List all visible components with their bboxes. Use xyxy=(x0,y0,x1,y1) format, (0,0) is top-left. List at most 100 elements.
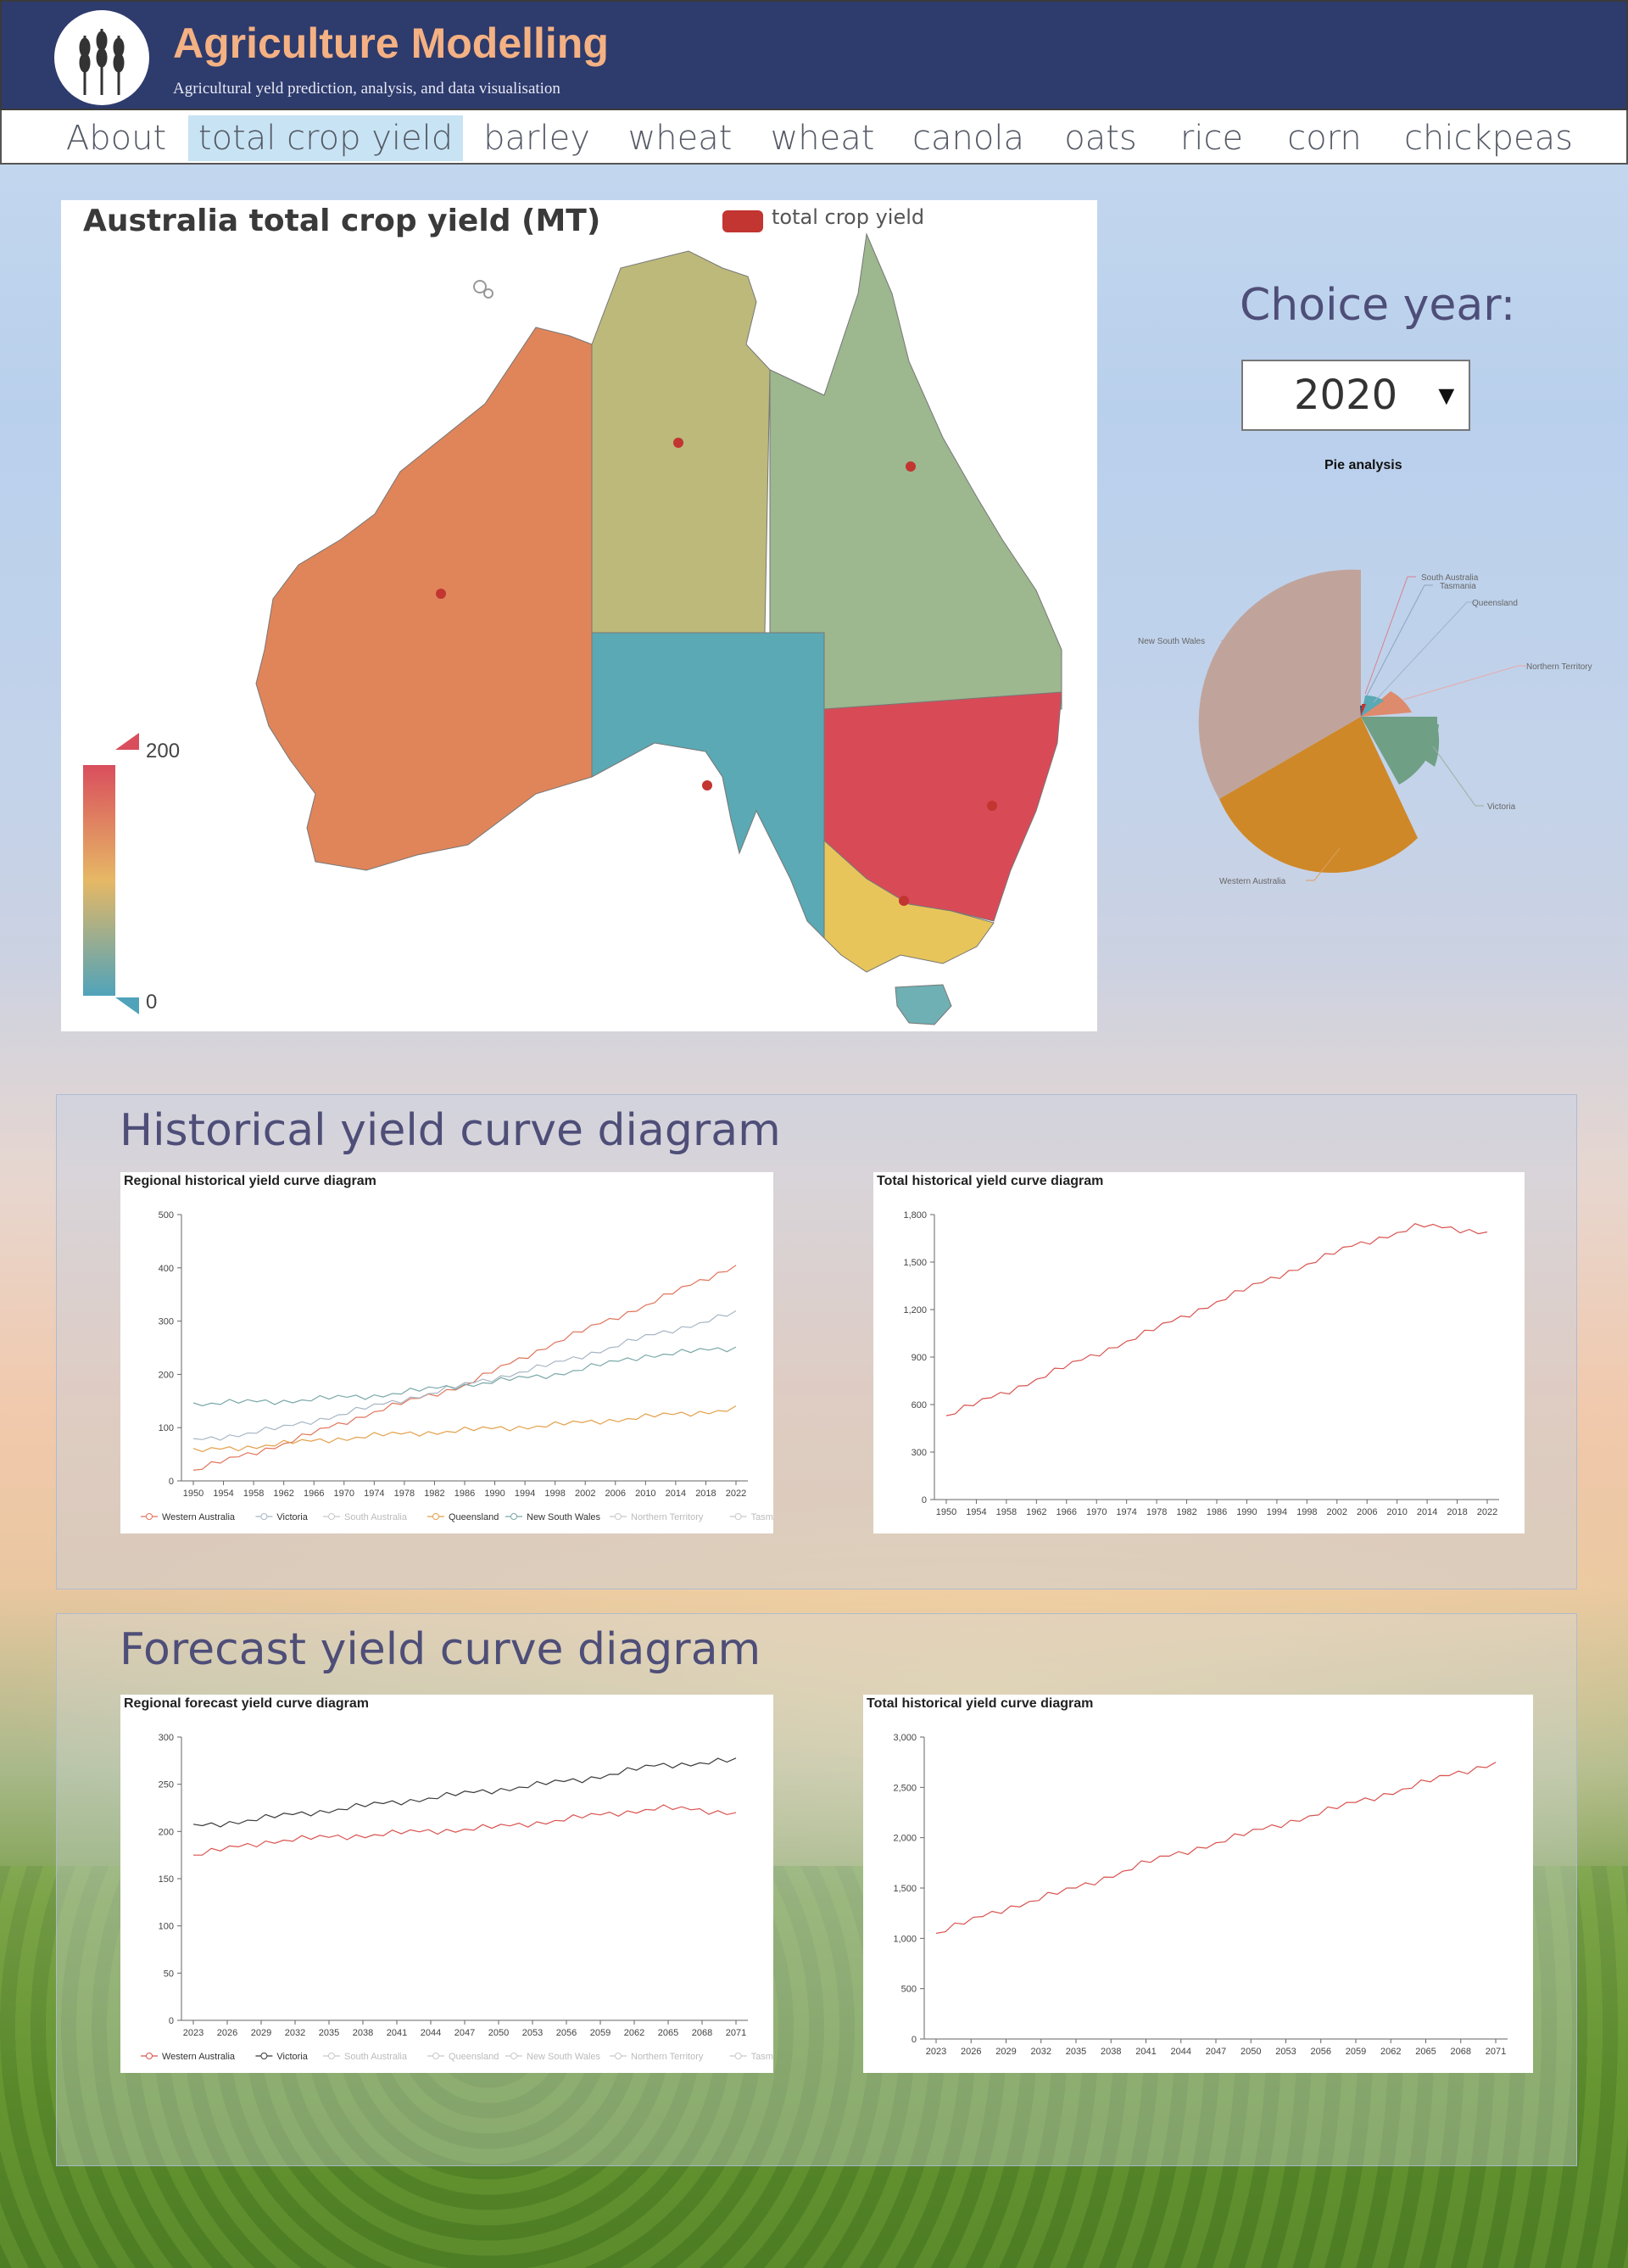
y-tick-label: 0 xyxy=(169,2016,174,2026)
regional-historical-chart[interactable]: 0 100 200 300 400 500 1950 1954 1958 1962 1966 1970… xyxy=(120,1172,773,1533)
x-tick-label: 2059 xyxy=(590,2028,610,2038)
tab-barley[interactable]: barley xyxy=(483,119,590,158)
x-tick-label: 2038 xyxy=(1101,2047,1121,2057)
y-tick-label: 600 xyxy=(912,1400,927,1411)
pie-label-northern-territory: Northern Territory xyxy=(1526,662,1592,672)
legend-marker xyxy=(510,2053,517,2059)
tab-oats[interactable]: oats xyxy=(1064,119,1137,158)
year-select-value: 2020 xyxy=(1294,371,1398,419)
x-tick-label: 2047 xyxy=(1206,2047,1226,2057)
legend-marker xyxy=(510,1513,517,1520)
site-header: Agriculture Modelling Agricultural yeld … xyxy=(0,0,1628,110)
x-tick-label: 1978 xyxy=(1146,1507,1167,1517)
x-tick-label: 2038 xyxy=(353,2028,373,2038)
x-tick-label: 1970 xyxy=(1086,1507,1107,1517)
x-tick-label: 1994 xyxy=(1267,1507,1287,1517)
visual-map-max: 200 xyxy=(146,740,181,763)
forecast-section-title: Forecast yield curve diagram xyxy=(120,1624,761,1675)
tab-about[interactable]: About xyxy=(65,119,167,158)
pie-slice-south-australia xyxy=(1360,706,1362,717)
marker-new-south-wales xyxy=(987,801,997,811)
caret-down-icon: ▼ xyxy=(1433,380,1460,411)
y-tick-label: 100 xyxy=(159,1423,174,1433)
x-tick-label: 2068 xyxy=(692,2028,712,2038)
legend-label[interactable]: total crop yield xyxy=(772,205,925,229)
visual-map-handle-high xyxy=(115,733,139,750)
x-tick-label: 1966 xyxy=(1057,1507,1077,1517)
x-tick-label: 2071 xyxy=(726,2028,746,2038)
marker-south-australia xyxy=(702,780,712,790)
chart-title: Total historical yield curve diagram xyxy=(867,1696,1094,1711)
legend-label: South Australia xyxy=(344,2052,408,2062)
x-tick-label: 2035 xyxy=(319,2028,339,2038)
x-tick-label: 1974 xyxy=(364,1489,384,1499)
tab-rice[interactable]: rice xyxy=(1179,119,1244,158)
series-line xyxy=(193,1804,737,1856)
site-subtitle: Agricultural yeld prediction, analysis, … xyxy=(173,80,560,98)
x-tick-label: 1958 xyxy=(996,1507,1017,1517)
pie-slice-new-south-wales xyxy=(1198,569,1361,799)
legend-marker xyxy=(432,2053,439,2059)
historical-section-title: Historical yield curve diagram xyxy=(120,1105,781,1156)
series-line xyxy=(192,1310,737,1441)
tab-chickpeas[interactable]: chickpeas xyxy=(1404,119,1573,158)
visual-map-handle-low xyxy=(115,997,139,1014)
x-tick-label: 2065 xyxy=(658,2028,678,2038)
x-tick-label: 2002 xyxy=(1327,1507,1347,1517)
tab-canola[interactable]: canola xyxy=(912,119,1024,158)
tab-corn[interactable]: corn xyxy=(1287,119,1362,158)
x-tick-label: 1950 xyxy=(936,1507,956,1517)
y-tick-label: 0 xyxy=(169,1477,174,1487)
y-tick-label: 300 xyxy=(159,1733,174,1743)
x-tick-label: 2006 xyxy=(605,1489,626,1499)
wheat-icon[interactable] xyxy=(54,10,149,105)
x-tick-label: 1974 xyxy=(1116,1507,1136,1517)
x-tick-label: 2029 xyxy=(995,2047,1016,2057)
visual-map-bar[interactable] xyxy=(83,765,115,996)
y-tick-label: 50 xyxy=(164,1969,174,1979)
legend-marker xyxy=(260,1513,268,1520)
x-tick-label: 2035 xyxy=(1066,2047,1086,2057)
x-tick-label: 2014 xyxy=(1417,1507,1437,1517)
x-tick-label: 2022 xyxy=(726,1489,746,1499)
x-tick-label: 2018 xyxy=(1447,1507,1467,1517)
tab-total-crop-yield[interactable]: total crop yield xyxy=(188,115,463,161)
x-tick-label: 2065 xyxy=(1415,2047,1436,2057)
x-tick-label: 1978 xyxy=(394,1489,415,1499)
x-tick-label: 2050 xyxy=(1241,2047,1261,2057)
x-tick-label: 1962 xyxy=(273,1489,293,1499)
tab-wheat[interactable]: wheat xyxy=(627,119,733,158)
x-tick-label: 2062 xyxy=(624,2028,644,2038)
chart-title: Total historical yield curve diagram xyxy=(877,1174,1104,1188)
x-tick-label: 2059 xyxy=(1346,2047,1366,2057)
x-tick-label: 2053 xyxy=(1275,2047,1296,2057)
regional-forecast-chart[interactable]: 0 50 100 150 200 250 300 2023 2026 2029 2032 2035 20… xyxy=(120,1695,773,2073)
series-line xyxy=(945,1223,1488,1416)
x-tick-label: 2026 xyxy=(217,2028,237,2038)
region-western-australia xyxy=(255,327,593,871)
x-tick-label: 2050 xyxy=(488,2028,509,2038)
legend-label: Victoria xyxy=(276,2052,308,2062)
x-tick-label: 1986 xyxy=(454,1489,475,1499)
legend-marker xyxy=(146,2053,153,2059)
tab-wheat-2[interactable]: wheat xyxy=(770,119,875,158)
pie-label-south-australia: South Australia xyxy=(1421,573,1479,583)
pie-chart[interactable]: South Australia Tasmania Queensland Nort… xyxy=(1119,543,1594,899)
pie-label-tasmania: Tasmania xyxy=(1440,582,1476,591)
x-tick-label: 1994 xyxy=(515,1489,535,1499)
year-select[interactable]: 2020 ▼ xyxy=(1241,360,1470,431)
x-tick-label: 2068 xyxy=(1451,2047,1471,2057)
total-forecast-chart[interactable]: 0 500 1,000 1,500 2,000 2,500 3,000 2023 2026 202… xyxy=(863,1695,1533,2073)
legend-label: Northern Territory xyxy=(631,1512,704,1522)
legend-swatch[interactable] xyxy=(722,210,763,232)
x-tick-label: 2010 xyxy=(1386,1507,1407,1517)
legend-label: Northern Territory xyxy=(631,2052,704,2062)
x-tick-label: 1998 xyxy=(1296,1507,1317,1517)
y-tick-label: 2,500 xyxy=(893,1783,917,1793)
australia-map[interactable] xyxy=(61,200,1097,1031)
total-historical-chart[interactable]: 0 300 600 900 1,200 1,500 1,800 1950 1954 1958 196… xyxy=(873,1172,1525,1533)
legend-marker xyxy=(146,1513,153,1520)
x-tick-label: 1954 xyxy=(213,1489,233,1499)
pie-label-queensland: Queensland xyxy=(1472,599,1518,608)
legend-label: South Australia xyxy=(344,1512,408,1522)
